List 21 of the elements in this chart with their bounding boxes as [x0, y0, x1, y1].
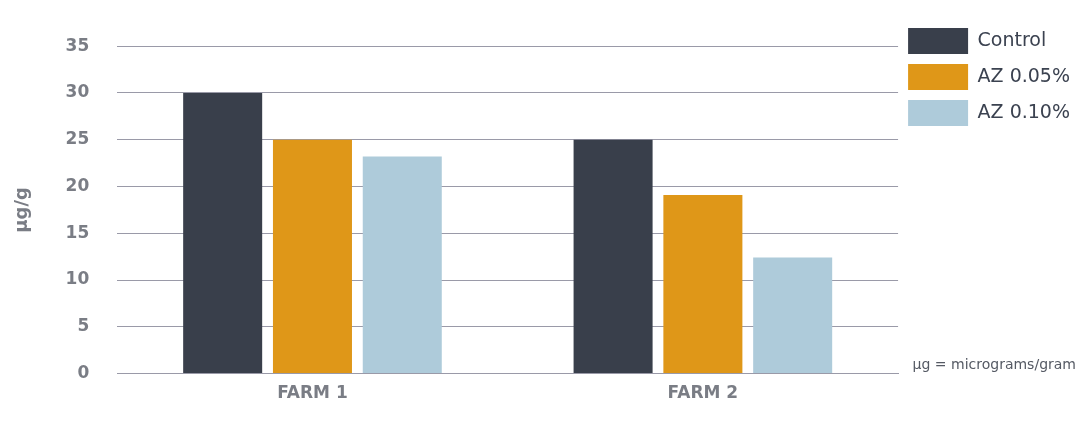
text: µg = micrograms/gram — [912, 356, 1076, 373]
y-tick-label: 5 — [77, 315, 90, 336]
bar — [573, 139, 653, 374]
legend-label: Control — [977, 27, 1047, 50]
y-tick-label: 35 — [65, 34, 90, 55]
x-tick-label: FARM 2 — [667, 382, 739, 403]
x-tick-label: FARM 1 — [277, 382, 348, 403]
y-tick-label: 0 — [77, 362, 90, 383]
bar — [753, 257, 833, 374]
y-tick-label: 25 — [65, 128, 90, 149]
y-tick-label: 20 — [65, 174, 90, 195]
bar — [183, 92, 263, 374]
bar — [663, 194, 743, 374]
bar — [272, 139, 352, 374]
y-tick-label: 30 — [65, 81, 90, 102]
y-axis-title: µg/g — [10, 187, 32, 233]
y-tick-label: 15 — [65, 221, 90, 242]
y-tick-label: 10 — [65, 268, 90, 289]
legend-label: AZ 0.05% — [977, 63, 1071, 86]
bar — [362, 156, 442, 374]
legend-label: AZ 0.10% — [977, 99, 1071, 122]
